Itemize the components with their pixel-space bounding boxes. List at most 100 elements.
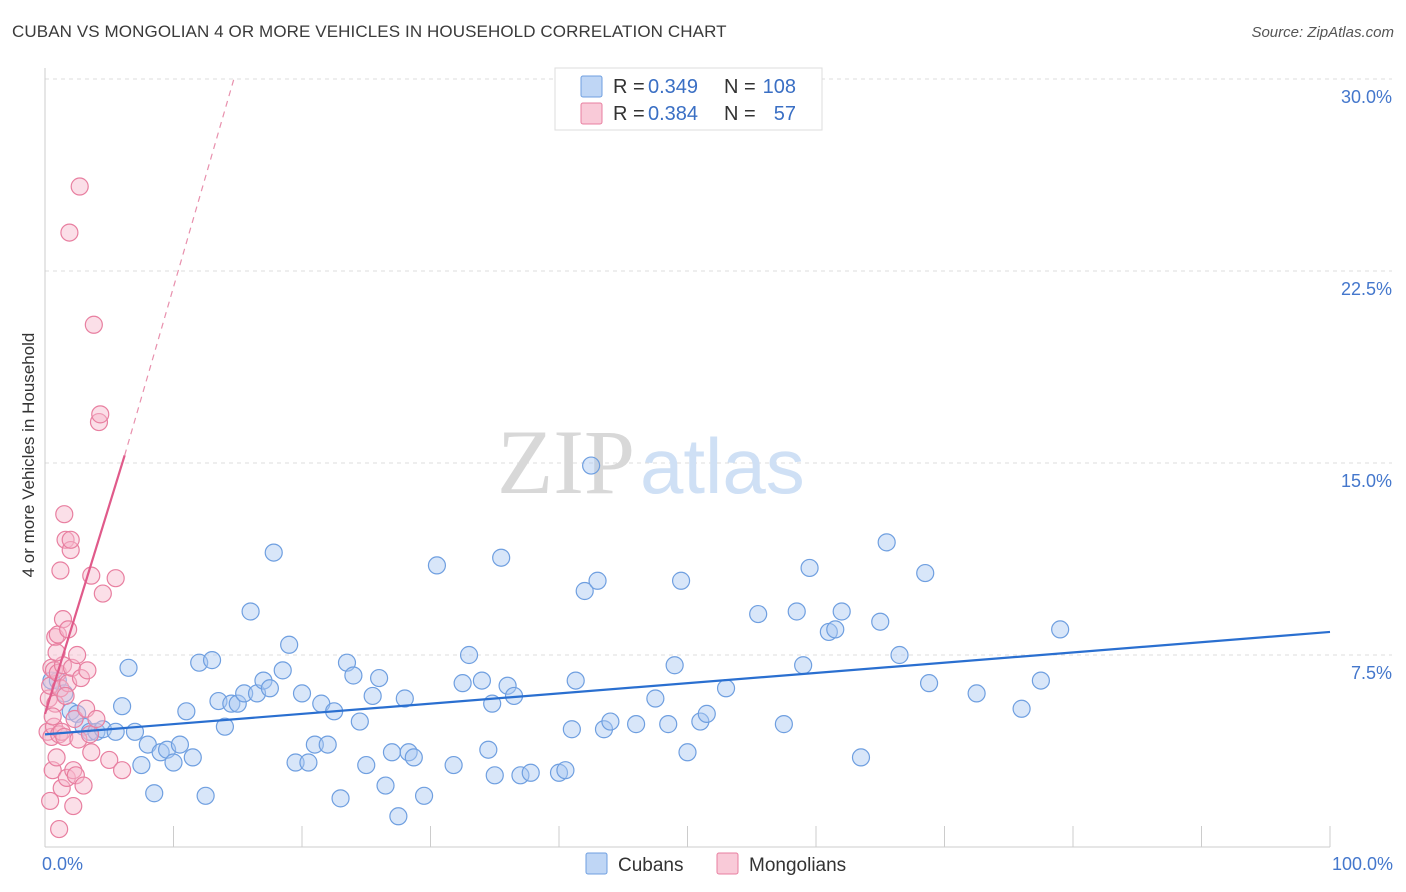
point-cubans bbox=[774, 715, 793, 734]
point-mongolians bbox=[64, 761, 83, 780]
point-mongolians bbox=[61, 530, 80, 549]
point-cubans bbox=[363, 686, 382, 706]
legend-r-value-cubans: 0.349 bbox=[648, 76, 698, 98]
point-mongolians bbox=[56, 530, 75, 549]
point-cubans bbox=[659, 715, 678, 734]
point-cubans bbox=[575, 581, 594, 601]
legend-n-label-cubans: N = bbox=[724, 76, 756, 98]
point-cubans bbox=[521, 763, 540, 782]
point-mongolians bbox=[112, 761, 132, 780]
point-cubans bbox=[566, 671, 585, 690]
point-cubans bbox=[556, 761, 575, 780]
bottom-legend-swatch-mongolians bbox=[716, 852, 739, 875]
point-cubans bbox=[678, 743, 697, 762]
point-cubans bbox=[395, 689, 414, 708]
point-cubans bbox=[626, 715, 646, 734]
point-cubans bbox=[851, 748, 871, 767]
legend-r-label-mongolians: R = bbox=[613, 103, 645, 125]
point-mongolians bbox=[55, 505, 74, 524]
trend-line-cubans bbox=[44, 630, 1331, 736]
point-cubans bbox=[112, 697, 132, 716]
legend-n-value-cubans: 108 bbox=[763, 76, 796, 98]
chart-title: CUBAN VS MONGOLIAN 4 OR MORE VEHICLES IN… bbox=[12, 22, 727, 41]
point-cubans bbox=[370, 668, 389, 688]
bottom-legend: Cubans Mongolians bbox=[585, 852, 846, 876]
chart-source: Source: ZipAtlas.com bbox=[1251, 24, 1394, 41]
legend-n-value-mongolians: 57 bbox=[774, 103, 796, 125]
point-cubans bbox=[414, 786, 434, 805]
point-cubans bbox=[1051, 620, 1070, 639]
point-mongolians bbox=[66, 766, 85, 785]
watermark-zip: ZIP bbox=[497, 411, 635, 513]
point-cubans bbox=[280, 635, 299, 654]
point-cubans bbox=[1031, 671, 1050, 690]
bottom-legend-label-cubans: Cubans bbox=[618, 855, 684, 876]
point-mongolians bbox=[51, 561, 70, 580]
point-cubans bbox=[235, 684, 254, 703]
legend-swatch-mongolians bbox=[580, 102, 603, 125]
legend-r-value-mongolians: 0.384 bbox=[648, 103, 698, 125]
point-cubans bbox=[826, 620, 845, 639]
point-cubans bbox=[665, 656, 684, 675]
point-cubans bbox=[376, 776, 395, 795]
point-cubans bbox=[196, 786, 215, 805]
point-cubans bbox=[749, 604, 768, 624]
bottom-legend-label-mongolians: Mongolians bbox=[749, 855, 846, 876]
point-cubans bbox=[344, 666, 363, 685]
trend-lines bbox=[43, 78, 1331, 736]
point-cubans bbox=[498, 676, 517, 695]
axes bbox=[44, 68, 1331, 848]
point-mongolians bbox=[70, 177, 89, 196]
point-cubans bbox=[890, 645, 909, 665]
legend-swatch-cubans bbox=[580, 75, 603, 98]
grid-lines bbox=[45, 78, 1392, 656]
point-mongolians bbox=[84, 315, 103, 334]
point-cubans bbox=[357, 755, 376, 775]
point-mongolians bbox=[93, 584, 112, 603]
point-mongolians bbox=[43, 707, 62, 726]
top-legend: R = 0.349 N = 108 R = 0.384 N = 57 bbox=[554, 67, 823, 131]
point-cubans bbox=[299, 753, 318, 772]
point-cubans bbox=[382, 743, 402, 762]
point-cubans bbox=[479, 740, 498, 759]
point-mongolians bbox=[78, 661, 97, 680]
point-mongolians bbox=[87, 709, 106, 729]
point-cubans bbox=[145, 784, 164, 803]
point-cubans bbox=[671, 571, 691, 590]
point-cubans bbox=[331, 789, 350, 808]
point-cubans bbox=[164, 753, 183, 772]
point-mongolians bbox=[52, 779, 71, 798]
y-tick-label: 30.0% bbox=[1341, 87, 1392, 107]
point-cubans bbox=[871, 612, 890, 631]
point-cubans bbox=[215, 717, 234, 736]
point-cubans bbox=[916, 563, 935, 583]
y-tick-label: 22.5% bbox=[1341, 279, 1392, 299]
trend-line-extension-mongolians bbox=[124, 78, 235, 456]
bottom-legend-swatch-cubans bbox=[585, 852, 608, 875]
point-mongolians bbox=[61, 540, 80, 560]
x-tick-label-max: 100.0% bbox=[1332, 854, 1393, 874]
point-cubans bbox=[264, 543, 283, 562]
point-mongolians bbox=[106, 569, 125, 588]
point-cubans bbox=[183, 748, 202, 767]
point-cubans bbox=[350, 712, 369, 731]
point-cubans bbox=[453, 674, 472, 693]
point-mongolians bbox=[60, 223, 79, 242]
legend-r-label-cubans: R = bbox=[613, 76, 645, 98]
point-mongolians bbox=[41, 791, 60, 811]
point-cubans bbox=[177, 702, 196, 721]
x-tick-labels: 0.0% 100.0% bbox=[42, 854, 1393, 874]
point-mongolians bbox=[64, 796, 83, 816]
point-cubans bbox=[1012, 699, 1031, 718]
point-cubans bbox=[241, 602, 260, 621]
point-cubans bbox=[716, 679, 736, 698]
point-cubans bbox=[601, 712, 620, 731]
point-cubans bbox=[305, 735, 324, 754]
point-cubans bbox=[292, 684, 312, 703]
point-cubans bbox=[459, 645, 479, 665]
point-cubans bbox=[399, 743, 418, 762]
y-axis-label: 4 or more Vehicles in Household bbox=[19, 333, 38, 578]
point-cubans bbox=[132, 755, 151, 775]
point-cubans bbox=[588, 571, 607, 590]
point-cubans bbox=[787, 602, 806, 621]
